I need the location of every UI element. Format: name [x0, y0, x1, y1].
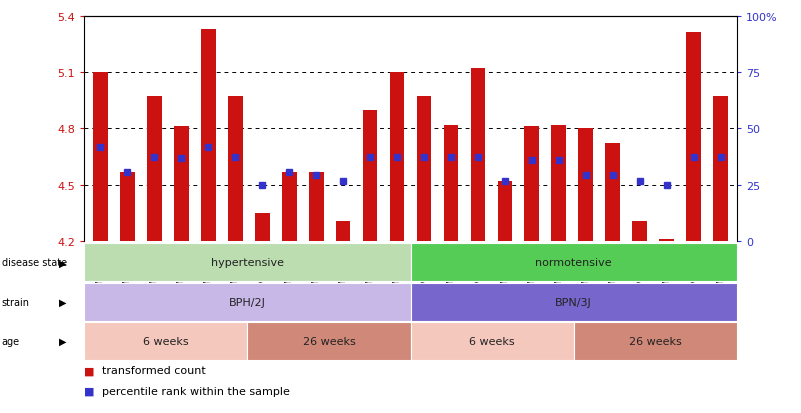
- Text: strain: strain: [2, 297, 30, 307]
- Text: percentile rank within the sample: percentile rank within the sample: [102, 386, 290, 396]
- Bar: [551, 125, 566, 242]
- Text: ■: ■: [84, 366, 95, 375]
- Bar: [255, 214, 270, 242]
- Text: 6 weeks: 6 weeks: [469, 336, 515, 346]
- Text: 6 weeks: 6 weeks: [143, 336, 188, 346]
- Text: disease state: disease state: [2, 258, 66, 268]
- Bar: [714, 97, 728, 242]
- Text: age: age: [2, 336, 20, 346]
- Text: hypertensive: hypertensive: [211, 258, 284, 268]
- Bar: [389, 73, 405, 242]
- Text: transformed count: transformed count: [102, 366, 206, 375]
- Bar: [308, 172, 324, 242]
- Text: ▶: ▶: [59, 258, 66, 268]
- Bar: [93, 73, 107, 242]
- Bar: [444, 125, 458, 242]
- Bar: [227, 97, 243, 242]
- Bar: [659, 240, 674, 242]
- Text: ■: ■: [84, 386, 95, 396]
- Bar: [470, 69, 485, 242]
- Bar: [336, 221, 351, 242]
- Bar: [363, 110, 377, 242]
- Text: 26 weeks: 26 weeks: [629, 336, 682, 346]
- Text: ▶: ▶: [59, 336, 66, 346]
- Bar: [632, 221, 647, 242]
- Bar: [201, 30, 215, 242]
- Bar: [282, 172, 296, 242]
- Bar: [525, 127, 539, 242]
- Bar: [578, 129, 594, 242]
- Bar: [174, 127, 189, 242]
- Text: ▶: ▶: [59, 297, 66, 307]
- Bar: [417, 97, 432, 242]
- Bar: [686, 33, 701, 242]
- Bar: [497, 182, 513, 242]
- Text: 26 weeks: 26 weeks: [303, 336, 356, 346]
- Bar: [147, 97, 162, 242]
- Bar: [120, 172, 135, 242]
- Text: BPH/2J: BPH/2J: [229, 297, 266, 307]
- Text: normotensive: normotensive: [535, 258, 612, 268]
- Bar: [606, 144, 620, 242]
- Text: BPN/3J: BPN/3J: [555, 297, 592, 307]
